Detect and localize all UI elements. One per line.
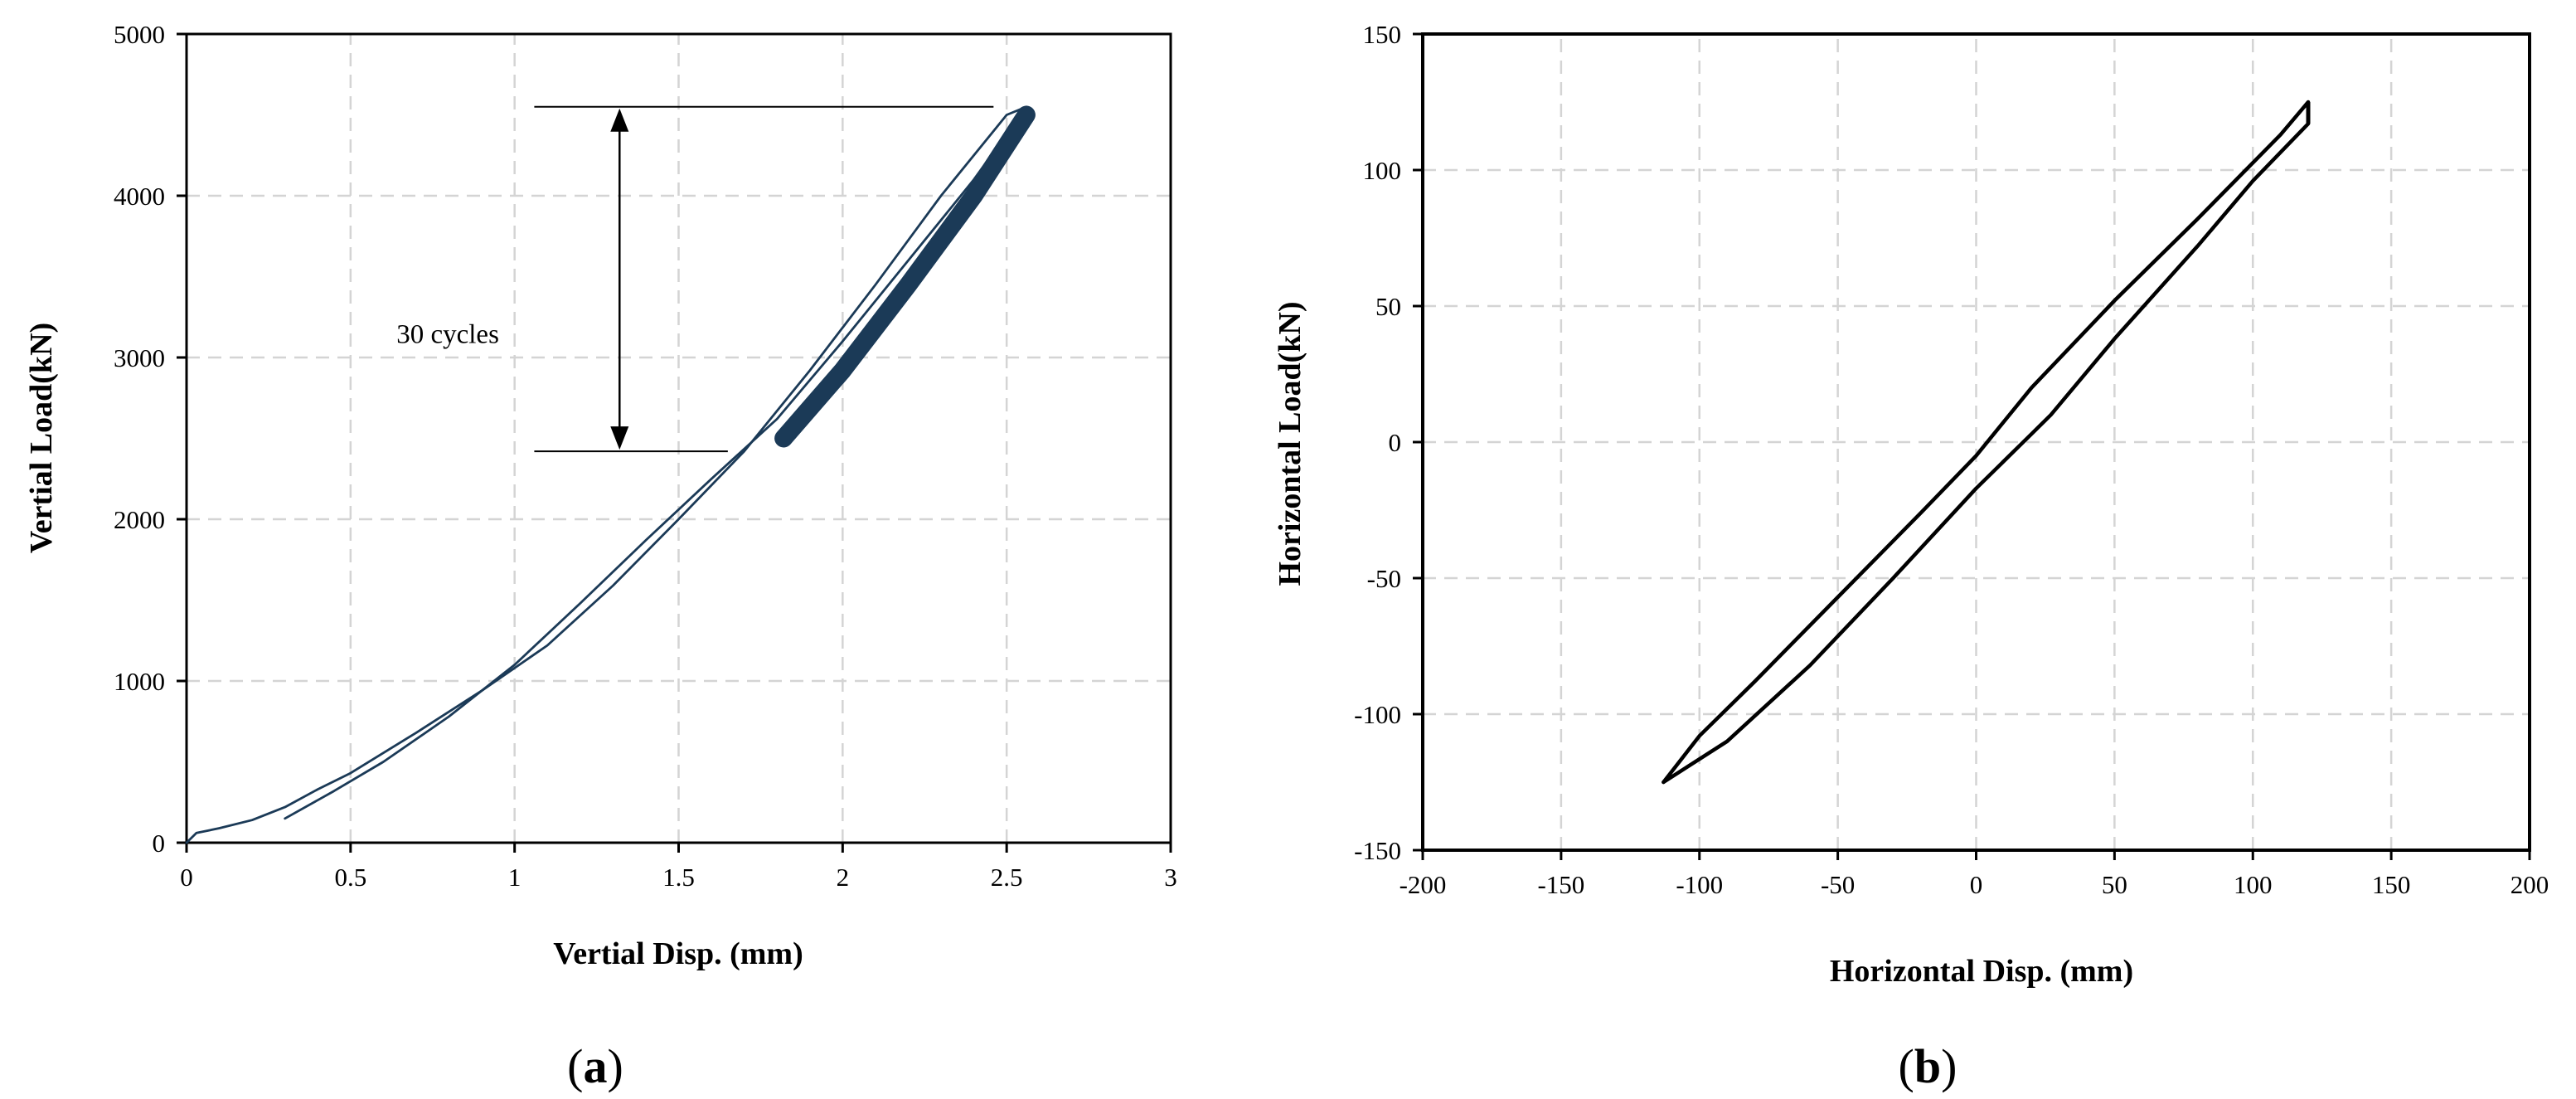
chart-a-xtick-label: 1.5 <box>662 863 695 892</box>
chart-b-ytick-label: -150 <box>1354 836 1401 865</box>
chart-a-ytick-label: 2000 <box>114 505 165 534</box>
chart-a: 0 0.5 1 1.5 2 2.5 3 0 1000 2000 3000 4000 5000 30 cy… <box>24 20 1177 1093</box>
chart-b-ytick-label: -50 <box>1367 564 1401 593</box>
chart-b-ytick-label: 150 <box>1363 20 1402 49</box>
annotation-label: 30 cycles <box>396 319 499 349</box>
chart-b-xtick-label: -100 <box>1676 870 1723 899</box>
chart-a-series-unloading <box>284 105 1028 820</box>
annotation-arrowhead-down <box>610 426 629 450</box>
annotation-arrowhead-up <box>610 108 629 132</box>
chart-b-ytick-label: 0 <box>1389 428 1402 457</box>
chart-a-grid <box>187 34 1171 843</box>
chart-a-series <box>185 105 1036 844</box>
chart-b-xtick-label: -200 <box>1400 870 1447 899</box>
chart-a-xtick-label: 1 <box>508 863 522 892</box>
chart-a-xtick-label: 0 <box>180 863 193 892</box>
chart-a-xtick-label: 2 <box>837 863 850 892</box>
chart-b-xtick-label: 100 <box>2234 870 2273 899</box>
chart-a-ytick-label: 1000 <box>114 667 165 696</box>
chart-b-xtick-label: 200 <box>2511 870 2549 899</box>
chart-b-xtick-label: -150 <box>1537 870 1584 899</box>
chart-b-series <box>1662 100 2311 785</box>
chart-b-xtick-label: 150 <box>2372 870 2411 899</box>
chart-a-ytick-label: 0 <box>153 829 166 858</box>
chart-a-axis-ticks: 0 0.5 1 1.5 2 2.5 3 0 1000 2000 3000 4000 5000 <box>114 20 1177 892</box>
chart-b-series-hysteresis-lower <box>1662 121 2311 785</box>
chart-b: -200 -150 -100 -50 0 50 100 150 200 -150 -100 -50 0 5… <box>1273 20 2549 1093</box>
chart-a-ytick-label: 5000 <box>114 20 165 49</box>
chart-b-series-hysteresis-upper <box>1662 100 2311 785</box>
chart-b-xtick-label: 0 <box>1970 870 1983 899</box>
chart-a-ytick-label: 4000 <box>114 182 165 211</box>
chart-b-xtick-label: -50 <box>1821 870 1855 899</box>
chart-a-series-cyclic-band <box>774 105 1036 448</box>
chart-b-xlabel: Horizontal Disp. (mm) <box>1830 954 2133 989</box>
chart-a-xtick-label: 2.5 <box>991 863 1023 892</box>
chart-a-ylabel: Vertial Load(kN) <box>24 323 59 553</box>
chart-a-xtick-label: 3 <box>1164 863 1177 892</box>
chart-b-ylabel: Horizontal Load(kN) <box>1273 301 1307 586</box>
chart-a-xlabel: Vertial Disp. (mm) <box>553 936 803 971</box>
chart-a-plot-frame <box>185 32 1172 844</box>
chart-b-xtick-label: 50 <box>2102 870 2127 899</box>
chart-b-ytick-label: -100 <box>1354 700 1401 729</box>
chart-a-series-loading <box>185 105 1028 844</box>
chart-b-grid <box>1423 34 2530 850</box>
chart-a-annotation: 30 cycles <box>396 105 994 453</box>
panel-label-a: (a) <box>567 1039 623 1093</box>
chart-b-ytick-label: 50 <box>1375 292 1401 321</box>
chart-a-xtick-label: 0.5 <box>334 863 366 892</box>
panel-label-b: (b) <box>1899 1039 1957 1093</box>
chart-b-axis-ticks: -200 -150 -100 -50 0 50 100 150 200 -150 -100 -50 0 5… <box>1354 20 2549 899</box>
chart-a-ytick-label: 3000 <box>114 343 165 372</box>
chart-b-ytick-label: 100 <box>1363 156 1402 185</box>
